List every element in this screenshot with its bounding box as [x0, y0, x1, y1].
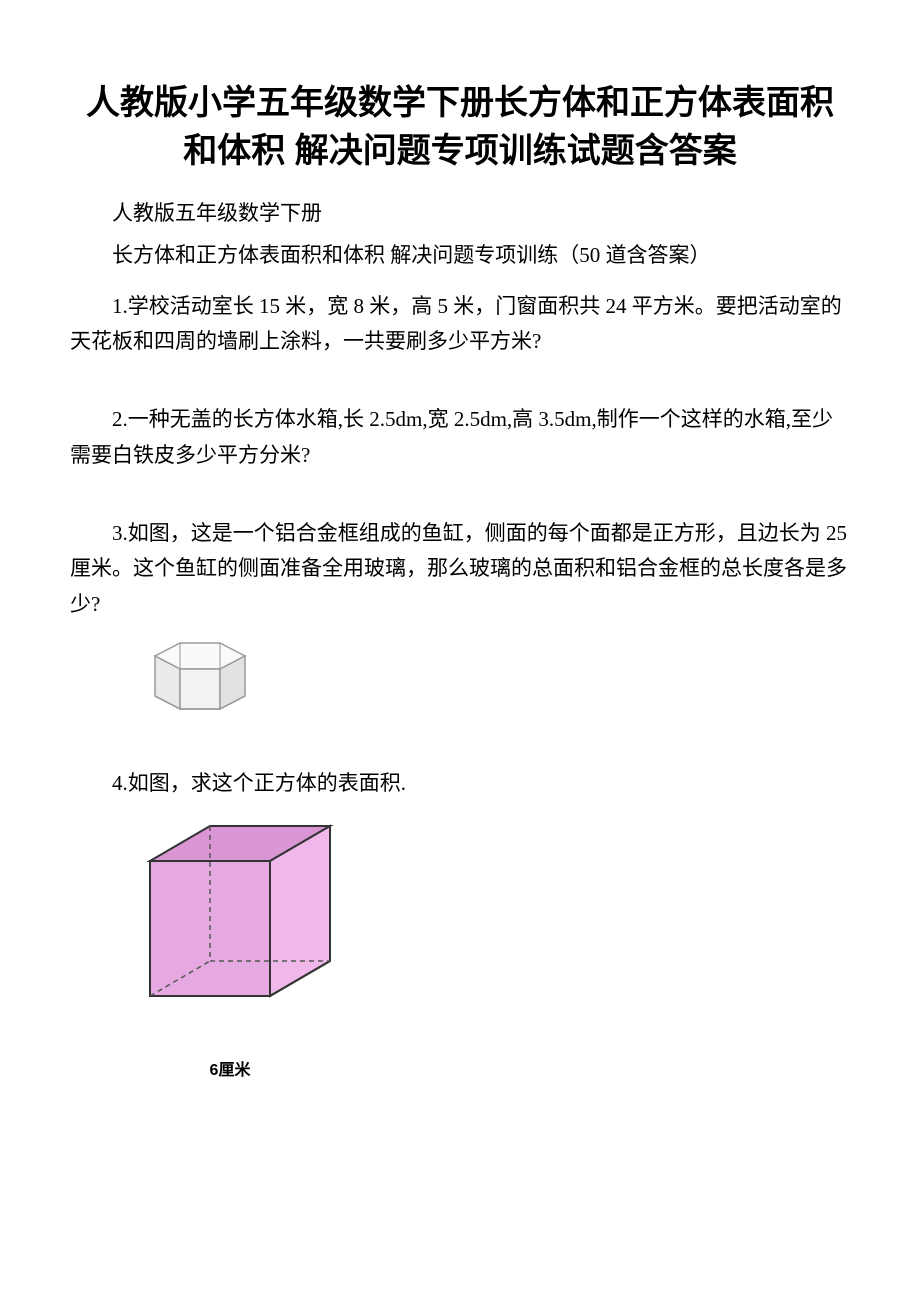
- problem-4: 4.如图，求这个正方体的表面积. 6厘米: [70, 766, 850, 1081]
- hex-prism-figure: [130, 631, 850, 736]
- problem-2-text: 2.一种无盖的长方体水箱,长 2.5dm,宽 2.5dm,高 3.5dm,制作一…: [70, 402, 850, 473]
- problem-3: 3.如图，这是一个铝合金框组成的鱼缸，侧面的每个面都是正方形，且边长为 25 厘…: [70, 516, 850, 736]
- cube-dimension-label: 6厘米: [130, 1056, 330, 1080]
- page-title: 人教版小学五年级数学下册长方体和正方体表面积和体积 解决问题专项训练试题含答案: [70, 80, 850, 175]
- problem-1-text: 1.学校活动室长 15 米，宽 8 米，高 5 米，门窗面积共 24 平方米。要…: [70, 289, 850, 360]
- subtitle-line-1: 人教版五年级数学下册: [70, 195, 850, 233]
- problem-3-text: 3.如图，这是一个铝合金框组成的鱼缸，侧面的每个面都是正方形，且边长为 25 厘…: [70, 516, 850, 623]
- cube-icon: [130, 811, 350, 1021]
- document-page: 人教版小学五年级数学下册长方体和正方体表面积和体积 解决问题专项训练试题含答案 …: [0, 0, 920, 1140]
- problem-4-text: 4.如图，求这个正方体的表面积.: [70, 766, 850, 802]
- hex-prism-icon: [130, 631, 270, 731]
- problem-2: 2.一种无盖的长方体水箱,长 2.5dm,宽 2.5dm,高 3.5dm,制作一…: [70, 402, 850, 473]
- cube-figure: [130, 811, 850, 1026]
- subtitle-line-2: 长方体和正方体表面积和体积 解决问题专项训练（50 道含答案）: [70, 237, 850, 275]
- problem-1: 1.学校活动室长 15 米，宽 8 米，高 5 米，门窗面积共 24 平方米。要…: [70, 289, 850, 360]
